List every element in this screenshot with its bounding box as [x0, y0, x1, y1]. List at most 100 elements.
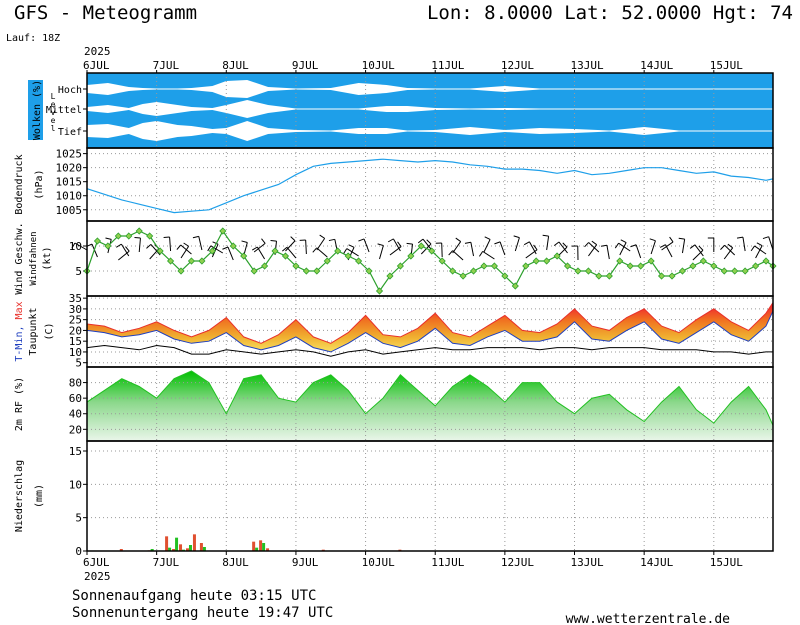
wind-speed-marker [532, 257, 540, 265]
precip-bar-rain [119, 549, 123, 551]
tmin-legend: T-Min, [14, 319, 25, 361]
year-top: 2025 [84, 45, 111, 58]
wind-speed-marker [741, 267, 749, 275]
wind-speed-marker [135, 227, 143, 235]
wind-barb [723, 247, 734, 260]
wind-barb-flag [192, 235, 199, 239]
date-label-bottom: 15JUL [710, 556, 743, 569]
precip-bar-rain [199, 543, 203, 551]
y-tick-label: 60 [69, 392, 82, 405]
precip-bar-rain [266, 548, 270, 551]
wind-speed-marker [187, 257, 196, 265]
pressure-line [86, 158, 774, 214]
humidity-axis-label: 2m RF (%) [14, 377, 25, 431]
wind-barb-flag [494, 241, 501, 245]
date-label-top: 14JUL [640, 59, 673, 72]
wind-speed-marker [658, 272, 666, 280]
wind-speed-marker [365, 267, 373, 275]
date-label-bottom: 10JUL [362, 556, 395, 569]
sunset-text: Sonnenuntergang heute 19:47 UTC [72, 605, 333, 621]
wind-barb-flag [328, 238, 335, 242]
wind-barb [742, 237, 746, 252]
humidity-area [87, 370, 773, 441]
wind-barb-flag [553, 241, 560, 247]
wind-barb-flag [455, 237, 461, 242]
temperature-unit-label: (C) [44, 322, 55, 340]
wind-barb [305, 239, 307, 255]
humidity-line [86, 370, 774, 426]
level-letter: e [51, 116, 56, 125]
wind-barb [379, 245, 384, 260]
wind-barb [180, 244, 192, 255]
date-label-bottom: 7JUL [153, 556, 180, 569]
y-tick-label: 1025 [56, 148, 83, 161]
wind-barb-flag [523, 241, 530, 246]
wind-barb-flag [417, 238, 424, 244]
cloud-level-label: Tief [58, 127, 82, 138]
wind-speed-marker [438, 257, 446, 265]
year-bottom: 2025 [84, 570, 111, 583]
date-label-top: 13JUL [571, 59, 604, 72]
wind-speed-marker [574, 267, 582, 275]
wind-barb [422, 238, 433, 251]
wind-speed-marker [313, 267, 321, 275]
wind-barb-flag [125, 246, 130, 252]
wind-barb-flag [630, 244, 637, 248]
cloud-axis-label: Wolken (%) [32, 80, 43, 140]
wind-speed-marker [449, 267, 457, 275]
wind-barb-flag [649, 238, 656, 242]
y-tick-label: 1015 [56, 176, 83, 189]
date-label-bottom: 13JUL [571, 556, 604, 569]
y-tick-label: 15 [69, 335, 82, 348]
wind-barb-flag [750, 245, 755, 252]
precip-bar-rain [259, 540, 263, 551]
wind-barb [316, 247, 328, 258]
level-letter: e [51, 100, 56, 109]
wind-barb-flag [720, 244, 725, 250]
wind-barb [482, 250, 495, 260]
wind-barb-flag [727, 243, 733, 249]
wind-barb [389, 246, 402, 256]
y-tick-label: 80 [69, 377, 82, 390]
cloud-band-hoch [87, 80, 773, 98]
wind-barb-flag [176, 244, 182, 250]
precip-unit-label: (mm) [34, 484, 45, 508]
precip-bar-convective [188, 545, 192, 551]
wind-barb-flag [312, 247, 318, 253]
wind-barb-flag [222, 246, 229, 250]
wind-barb-flag [448, 250, 454, 256]
precip-bar-convective [202, 547, 206, 551]
cloud-band-mittel [87, 100, 773, 118]
wind-barb [210, 245, 224, 254]
wind-speed-marker [261, 262, 269, 270]
wind-barb [650, 240, 656, 255]
wind-speed-marker [543, 257, 551, 265]
wind-barb [180, 245, 190, 259]
wind-speed-marker [490, 262, 498, 270]
wind-barb-flag [319, 234, 325, 239]
wind-barb-flag [282, 246, 288, 252]
wind-barb [618, 242, 631, 252]
y-tick-label: 1005 [56, 204, 83, 217]
y-tick-label: 1020 [56, 162, 83, 175]
wind-barb-flag [614, 242, 620, 249]
wind-speed-marker [302, 267, 310, 275]
wind-barb [619, 242, 627, 256]
wind-barb-flag [620, 239, 627, 243]
panel-frame [86, 220, 774, 297]
wind-speed-marker [616, 257, 624, 265]
y-tick-label: 30 [69, 303, 82, 316]
wind-barb-flag [736, 236, 744, 239]
wind-barb [150, 244, 161, 256]
wind-speed-marker [605, 272, 613, 280]
wind-barb [285, 240, 296, 252]
wind-barb-flag [562, 242, 568, 248]
wind-speed-marker [595, 272, 603, 280]
precip-bar-rain [165, 536, 169, 551]
dewpoint-axis-label: Taupunkt [28, 307, 39, 355]
wind-speed-marker [459, 272, 467, 280]
tmax-line [86, 302, 774, 344]
wind-barb-flag [533, 244, 538, 251]
y-tick-label: 5 [75, 265, 82, 278]
